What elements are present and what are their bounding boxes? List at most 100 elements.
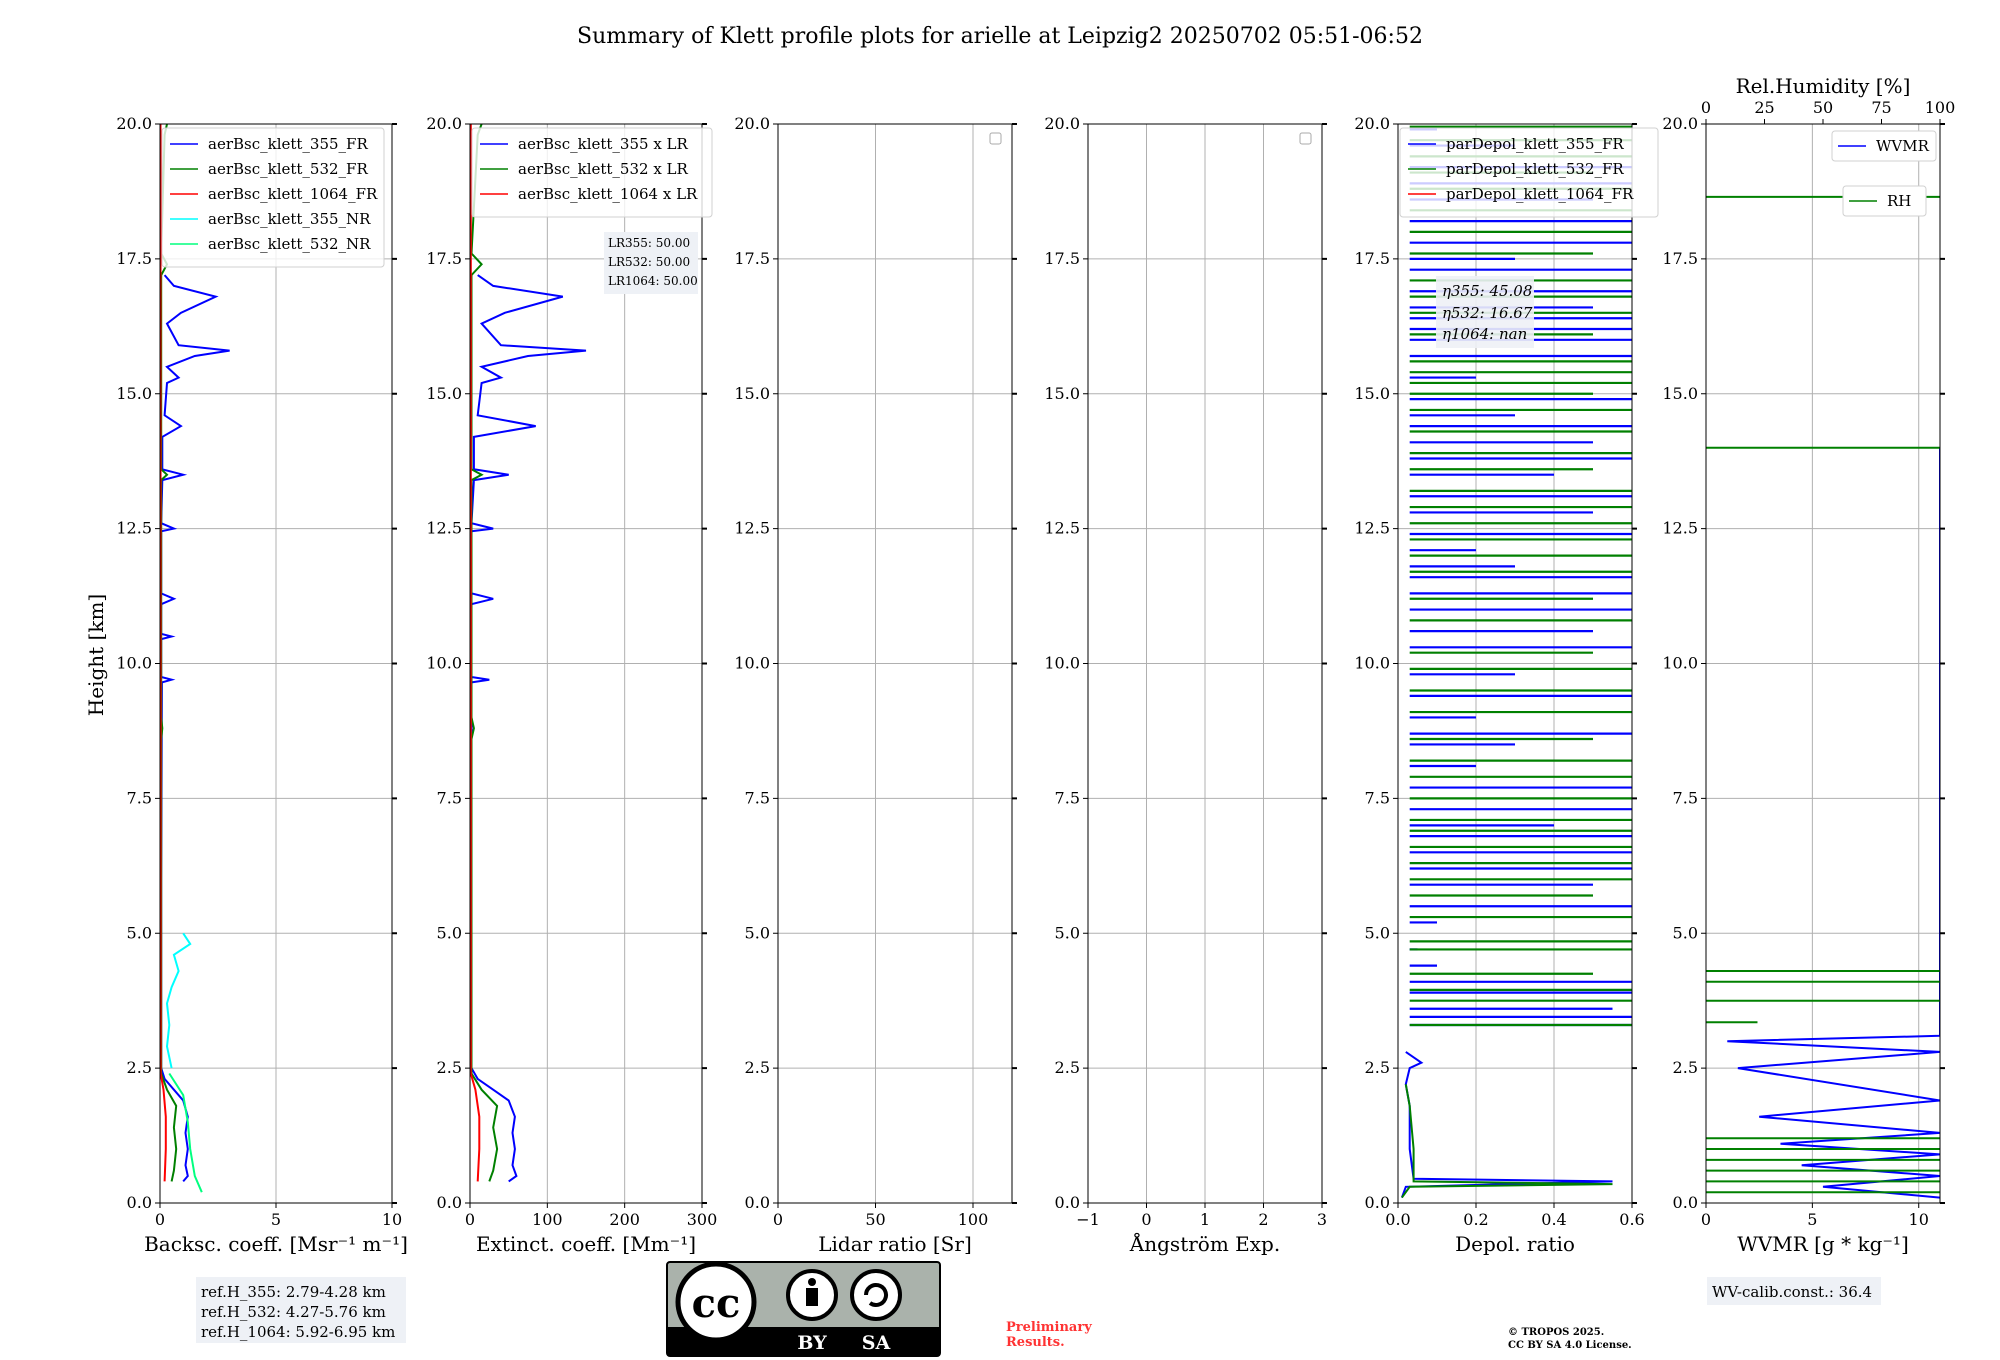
- y-tick-label: 17.5: [116, 249, 152, 268]
- series-line-aerBsc_klett_1064_FR: [160, 124, 167, 1182]
- legend-entry: parDepol_klett_355_FR: [1446, 135, 1624, 153]
- preliminary-line-1: Preliminary: [1006, 1320, 1092, 1335]
- x-tick-label: 0: [465, 1210, 475, 1229]
- wv-calib-note: WV-calib.const.: 36.4: [1712, 1283, 1872, 1301]
- x-tick-label: 0.6: [1619, 1210, 1644, 1229]
- cc-license-badge: cc BY SA: [666, 1261, 941, 1357]
- series-group: [470, 124, 587, 1183]
- legend-box: [471, 127, 713, 218]
- y-tick-label: 20.0: [1662, 114, 1698, 133]
- lr-532-note: LR532: 50.00: [608, 255, 690, 269]
- copyright-line-2: CC BY SA 4.0 License.: [1508, 1340, 1632, 1351]
- wv-calib-box: WV-calib.const.: 36.4: [1707, 1277, 1881, 1305]
- y-tick-label: 2.5: [1365, 1058, 1390, 1077]
- y-tick-label: 20.0: [116, 114, 152, 133]
- y-tick-label: 12.5: [116, 519, 152, 538]
- y-tick-label: 10.0: [1662, 654, 1698, 673]
- y-tick-label: 17.5: [734, 249, 770, 268]
- figure-title: Summary of Klett profile plots for ariel…: [577, 24, 1423, 49]
- x-tick-label: 10: [382, 1210, 402, 1229]
- panel-bsc: 0.0 2.5 5.0 7.5 10.0 12.5 15.0 17.5 20.0 0 5 10 Back…: [116, 114, 408, 1256]
- series-line-aerBsc_klett_355_NR: [165, 932, 192, 1069]
- y-tick-label: 5.0: [745, 923, 770, 942]
- cc-logo-text: cc: [692, 1280, 741, 1327]
- y-tick-label: 7.5: [127, 788, 152, 807]
- legend-entry: aerBsc_klett_1064 x LR: [518, 185, 698, 203]
- x-tick-label: 300: [687, 1210, 718, 1229]
- panel-lr: 0.0 2.5 5.0 7.5 10.0 12.5 15.0 17.5 20.0 0 50 100 Li…: [734, 114, 1017, 1256]
- y-tick-label: 7.5: [437, 788, 462, 807]
- x2-tick-label: 75: [1871, 98, 1891, 117]
- x-tick-label: 2: [1258, 1210, 1268, 1229]
- y-tick-label: 15.0: [1662, 384, 1698, 403]
- legend-box-wvmr: [1831, 130, 1937, 162]
- x2-tick-label: 0: [1701, 98, 1711, 117]
- legend-entry: aerBsc_klett_532 x LR: [518, 160, 689, 178]
- y-tick-label: 10.0: [1354, 654, 1390, 673]
- series-line-aerBsc_klett_355 x LR: [470, 274, 587, 1183]
- y-tick-label: 17.5: [1662, 249, 1698, 268]
- license-by: BY: [797, 1332, 827, 1354]
- y-tick-label: 17.5: [426, 249, 462, 268]
- x-tick-label: 3: [1317, 1210, 1327, 1229]
- x-axis-label: Backsc. coeff. [Msr⁻¹ m⁻¹]: [144, 1232, 408, 1256]
- y-tick-label: 15.0: [426, 384, 462, 403]
- y-axis-label: Height [km]: [84, 594, 108, 716]
- y-tick-label: 10.0: [1044, 654, 1080, 673]
- x-tick-label: 100: [958, 1210, 989, 1229]
- empty-legend: [989, 132, 1002, 145]
- ref-height-532: ref.H_532: 4.27-5.76 km: [201, 1303, 386, 1321]
- series-line-parDepol_klett_355_FR: [1400, 1051, 1613, 1198]
- y-tick-label: 15.0: [1044, 384, 1080, 403]
- eta-355-note: η355: 45.08: [1442, 282, 1532, 300]
- series-group: [1706, 195, 1940, 1199]
- x-tick-label: 0: [1141, 1210, 1151, 1229]
- y-tick-label: 2.5: [127, 1058, 152, 1077]
- x2-axis-label: Rel.Humidity [%]: [1736, 74, 1911, 98]
- eta-1064-note: η1064: nan: [1442, 325, 1527, 343]
- x-tick-label: 0: [1701, 1210, 1711, 1229]
- y-tick-label: 7.5: [745, 788, 770, 807]
- legend-entry-rh: RH: [1887, 192, 1911, 210]
- x-tick-label: 50: [865, 1210, 885, 1229]
- lr-355-note: LR355: 50.00: [608, 236, 690, 250]
- legend-entry: parDepol_klett_532_FR: [1446, 160, 1624, 178]
- panel-dep: 0.0 2.5 5.0 7.5 10.0 12.5 15.0 17.5 20.0 0.0 0.2 0.…: [1354, 114, 1659, 1256]
- y-tick-label: 17.5: [1354, 249, 1390, 268]
- empty-legend: [1299, 132, 1312, 145]
- preliminary-line-2: Results.: [1006, 1335, 1065, 1350]
- license-sa: SA: [862, 1332, 891, 1354]
- x-axis-label: Ångström Exp.: [1129, 1231, 1280, 1256]
- y-tick-label: 20.0: [1044, 114, 1080, 133]
- cc-logo-icon: [675, 1261, 757, 1343]
- panel-ang: 0.0 2.5 5.0 7.5 10.0 12.5 15.0 17.5 20.0 −1 0 1 2 3 Ån…: [1044, 114, 1327, 1256]
- x-axis-label: Lidar ratio [Sr]: [818, 1232, 972, 1256]
- x-tick-label: 0.0: [1385, 1210, 1410, 1229]
- y-tick-label: 12.5: [426, 519, 462, 538]
- y-tick-label: 5.0: [1055, 923, 1080, 942]
- y-tick-label: 10.0: [116, 654, 152, 673]
- y-tick-label: 5.0: [127, 923, 152, 942]
- y-tick-label: 10.0: [426, 654, 462, 673]
- series-line-aerBsc_klett_532_NR: [168, 1072, 203, 1193]
- x-axis-label: WVMR [g * kg⁻¹]: [1737, 1232, 1909, 1256]
- legend-box: [1399, 127, 1659, 218]
- eta-box: η355: 45.08 η532: 16.67 η1064: nan: [1436, 276, 1534, 348]
- y-tick-label: 0.0: [1365, 1193, 1390, 1212]
- y-tick-label: 0.0: [1055, 1193, 1080, 1212]
- y-tick-label: 12.5: [1044, 519, 1080, 538]
- y-tick-label: 15.0: [734, 384, 770, 403]
- legend-entry: parDepol_klett_1064_FR: [1446, 185, 1634, 203]
- legend-entry: aerBsc_klett_355 x LR: [518, 135, 689, 153]
- legend-entry: aerBsc_klett_355_NR: [208, 210, 371, 228]
- y-tick-label: 7.5: [1673, 788, 1698, 807]
- y-tick-label: 12.5: [1662, 519, 1698, 538]
- y-tick-label: 0.0: [127, 1193, 152, 1212]
- y-tick-label: 15.0: [116, 384, 152, 403]
- x-tick-label: 0.2: [1463, 1210, 1488, 1229]
- y-tick-label: 5.0: [1365, 923, 1390, 942]
- panel-ext: 0.0 2.5 5.0 7.5 10.0 12.5 15.0 17.5 20.0 0 100 200 3…: [426, 114, 717, 1256]
- x-tick-label: 0: [773, 1210, 783, 1229]
- y-tick-label: 2.5: [1055, 1058, 1080, 1077]
